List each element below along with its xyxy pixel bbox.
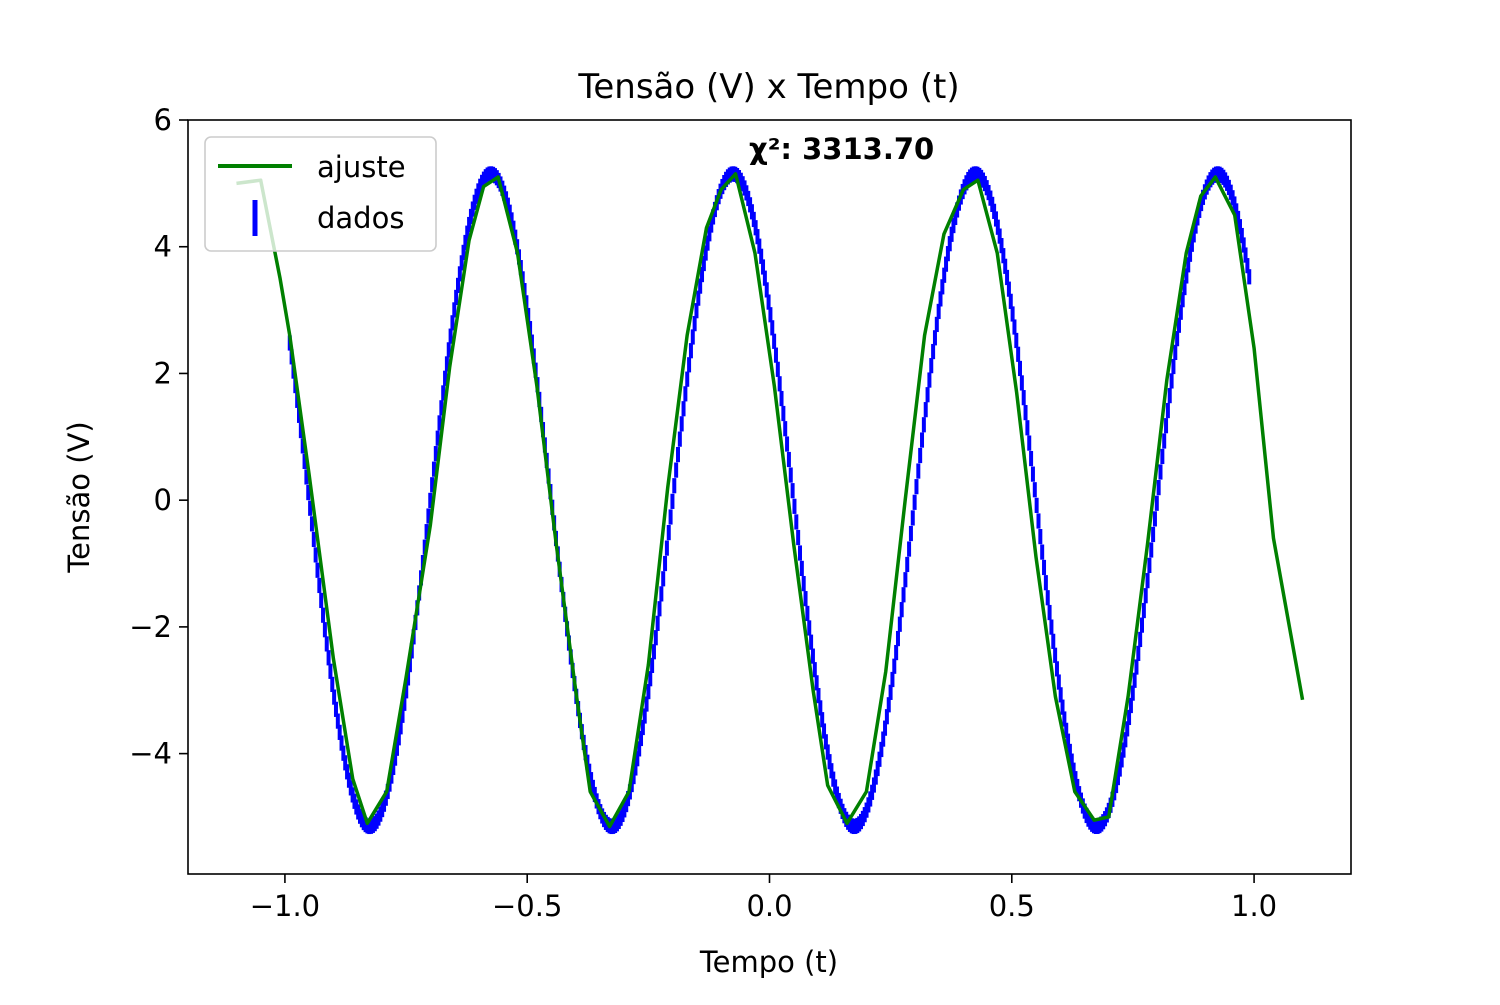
- y-tick-label: 2: [154, 356, 172, 390]
- chart-title: Tensão (V) x Tempo (t): [577, 67, 959, 107]
- x-tick-label: −1.0: [250, 889, 320, 923]
- x-axis-label: Tempo (t): [699, 945, 838, 979]
- x-tick-label: −0.5: [492, 889, 562, 923]
- y-tick-label: −4: [129, 737, 172, 771]
- legend: ajuste dados: [204, 136, 437, 252]
- legend-label-dados: dados: [317, 201, 404, 235]
- series-ajuste-line: [236, 172, 1305, 829]
- y-tick-label: −2: [129, 610, 172, 644]
- y-axis-ticks: −4 −2 0 2 4 6: [129, 103, 188, 771]
- y-tick-label: 0: [154, 483, 172, 517]
- x-axis-ticks: −1.0 −0.5 0.0 0.5 1.0: [250, 874, 1277, 923]
- y-tick-label: 6: [154, 103, 172, 137]
- y-tick-label: 4: [154, 230, 172, 264]
- x-tick-label: 0.0: [746, 889, 792, 923]
- plot-data: [236, 166, 1305, 835]
- legend-label-ajuste: ajuste: [317, 150, 406, 184]
- x-tick-label: 1.0: [1231, 889, 1277, 923]
- chi-square-annotation: χ²: 3313.70: [749, 132, 934, 166]
- x-tick-label: 0.5: [989, 889, 1035, 923]
- y-axis-label: Tensão (V): [62, 421, 96, 573]
